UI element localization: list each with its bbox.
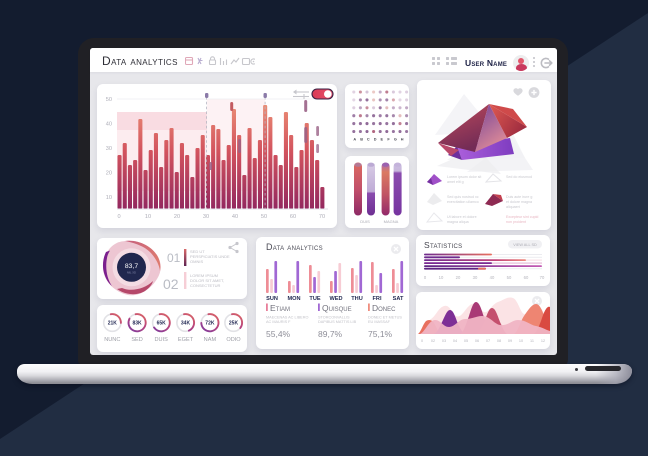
svg-text:F: F xyxy=(387,138,390,142)
svg-text:OMNIS: OMNIS xyxy=(190,259,203,264)
svg-text:Sed do eiusmod: Sed do eiusmod xyxy=(506,175,532,179)
svg-text:04: 04 xyxy=(453,339,457,343)
svg-text:DUIS: DUIS xyxy=(360,219,370,224)
svg-text:DONEC ET METUS: DONEC ET METUS xyxy=(368,316,402,320)
svg-text:SED: SED xyxy=(131,337,143,343)
svg-text:exercitation ullamco: exercitation ullamco xyxy=(447,200,479,204)
svg-text:VIEW ALL SD: VIEW ALL SD xyxy=(513,243,537,247)
svg-text:C: C xyxy=(367,138,370,142)
svg-text:03: 03 xyxy=(442,339,446,343)
svg-text:40: 40 xyxy=(232,214,238,220)
svg-text:55,4%: 55,4% xyxy=(266,329,291,339)
svg-text:10: 10 xyxy=(439,275,444,280)
svg-text:CONSECTETUR: CONSECTETUR xyxy=(190,283,221,288)
svg-text:PERSPICIATIS UNDE: PERSPICIATIS UNDE xyxy=(190,254,230,259)
svg-text:magna aliqua: magna aliqua xyxy=(447,220,469,224)
svg-text:02: 02 xyxy=(431,339,435,343)
svg-text:40: 40 xyxy=(106,122,112,128)
svg-text:EGET: EGET xyxy=(178,337,194,343)
svg-text:G: G xyxy=(394,138,397,142)
svg-text:20: 20 xyxy=(456,275,461,280)
svg-text:10: 10 xyxy=(106,195,112,201)
svg-text:SAT: SAT xyxy=(393,296,404,302)
svg-text:amet elit g: amet elit g xyxy=(447,180,464,184)
svg-text:0: 0 xyxy=(117,214,120,220)
svg-text:08: 08 xyxy=(497,339,501,343)
svg-text:34K: 34K xyxy=(181,321,191,327)
svg-text:Lorem ipsum dolor sit: Lorem ipsum dolor sit xyxy=(447,175,481,179)
svg-text:30: 30 xyxy=(203,214,209,220)
svg-text:21K: 21K xyxy=(108,321,118,327)
svg-text:Donec: Donec xyxy=(372,303,396,313)
svg-text:E: E xyxy=(381,138,384,142)
svg-text:et dolore magna: et dolore magna xyxy=(506,200,532,204)
svg-text:89,7%: 89,7% xyxy=(318,329,343,339)
svg-text:09: 09 xyxy=(508,339,512,343)
svg-text:TUE: TUE xyxy=(309,296,320,302)
svg-text:60: 60 xyxy=(290,214,296,220)
svg-text:STORCONVALLIS: STORCONVALLIS xyxy=(318,316,350,320)
svg-text:75,1%: 75,1% xyxy=(368,329,393,339)
svg-text:Sed quis nostrud xc: Sed quis nostrud xc xyxy=(447,195,479,199)
svg-text:50: 50 xyxy=(106,97,112,103)
svg-text:B: B xyxy=(360,138,363,142)
svg-text:FRI: FRI xyxy=(372,296,381,302)
svg-text:83,7: 83,7 xyxy=(125,263,138,270)
svg-text:WED: WED xyxy=(329,296,342,302)
svg-text:30: 30 xyxy=(106,146,112,152)
svg-text:MAGNA: MAGNA xyxy=(384,219,399,224)
svg-text:ODIO: ODIO xyxy=(226,337,241,343)
svg-text:05: 05 xyxy=(464,339,468,343)
svg-text:EU MASSAF: EU MASSAF xyxy=(368,320,391,324)
svg-text:DAPIBUS MATTIS LIB: DAPIBUS MATTIS LIB xyxy=(318,320,357,324)
svg-text:20: 20 xyxy=(106,171,112,177)
svg-text:02: 02 xyxy=(163,276,179,292)
svg-text:70: 70 xyxy=(319,214,325,220)
svg-text:LOREM IPSUM: LOREM IPSUM xyxy=(190,273,218,278)
svg-text:DUIS: DUIS xyxy=(155,337,169,343)
svg-text:D: D xyxy=(374,138,377,142)
svg-text:65K: 65K xyxy=(157,321,167,327)
svg-text:50: 50 xyxy=(261,214,267,220)
svg-text:THU: THU xyxy=(351,296,363,302)
svg-text:Etiam: Etiam xyxy=(270,303,290,313)
svg-text:50: 50 xyxy=(507,275,512,280)
svg-text:0: 0 xyxy=(424,275,427,280)
svg-text:30: 30 xyxy=(473,275,478,280)
svg-text:Excepteur sint cupid: Excepteur sint cupid xyxy=(506,215,538,219)
svg-text:20: 20 xyxy=(174,214,180,220)
svg-text:non proident: non proident xyxy=(506,220,526,224)
svg-text:A: A xyxy=(353,138,356,142)
svg-text:aliquaert: aliquaert xyxy=(506,205,520,209)
svg-text:NUNC: NUNC xyxy=(104,337,120,343)
svg-text:10: 10 xyxy=(145,214,151,220)
svg-text:SUN: SUN xyxy=(266,296,278,302)
svg-text:72K: 72K xyxy=(205,321,215,327)
svg-text:Duis aute irure g: Duis aute irure g xyxy=(506,195,532,199)
svg-text:83K: 83K xyxy=(133,321,143,327)
svg-text:H: H xyxy=(401,138,404,142)
svg-text:MAECENAS AC LIBERO: MAECENAS AC LIBERO xyxy=(266,316,308,320)
svg-text:11: 11 xyxy=(530,339,534,343)
svg-text:07: 07 xyxy=(486,339,490,343)
svg-text:Quisque: Quisque xyxy=(322,303,352,313)
svg-text:12: 12 xyxy=(541,339,545,343)
svg-text:MON: MON xyxy=(287,296,300,302)
svg-text:70: 70 xyxy=(540,275,545,280)
svg-text:MIL XD: MIL XD xyxy=(127,271,136,275)
svg-text:Ut labore et dolore: Ut labore et dolore xyxy=(447,215,477,219)
svg-text:60: 60 xyxy=(524,275,529,280)
svg-text:NAM: NAM xyxy=(204,337,217,343)
svg-text:0: 0 xyxy=(421,339,423,343)
svg-text:SED UT: SED UT xyxy=(190,249,205,254)
svg-text:DOLOR SIT AMET,: DOLOR SIT AMET, xyxy=(190,278,224,283)
svg-text:AC MAURIS F: AC MAURIS F xyxy=(266,320,291,324)
svg-text:40: 40 xyxy=(490,275,495,280)
svg-text:25K: 25K xyxy=(229,321,239,327)
svg-text:06: 06 xyxy=(475,339,479,343)
svg-text:01: 01 xyxy=(167,251,181,265)
svg-text:10: 10 xyxy=(519,339,523,343)
